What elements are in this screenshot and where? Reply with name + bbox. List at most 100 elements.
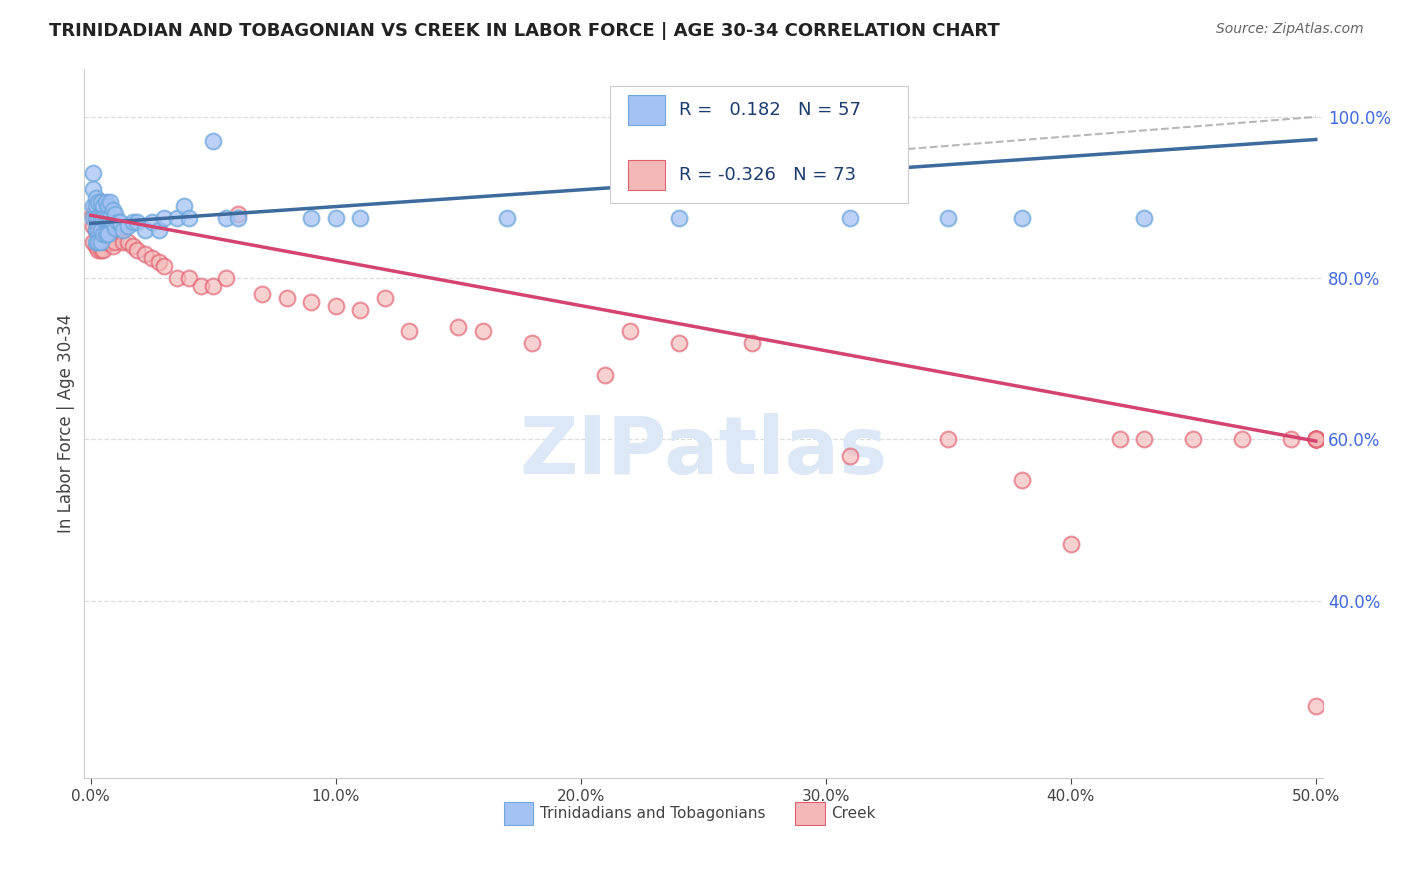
Point	[101, 215, 124, 229]
Point	[1232, 433, 1254, 447]
Point	[936, 433, 959, 447]
Point	[90, 227, 112, 241]
Point	[520, 335, 543, 350]
Point	[91, 215, 114, 229]
Point	[84, 223, 107, 237]
Point	[82, 166, 104, 180]
Point	[97, 199, 120, 213]
Point	[84, 190, 107, 204]
Point	[177, 271, 200, 285]
FancyBboxPatch shape	[627, 160, 665, 190]
Point	[1305, 433, 1327, 447]
Point	[82, 235, 104, 249]
FancyBboxPatch shape	[503, 802, 533, 825]
Point	[100, 235, 122, 249]
Point	[94, 215, 117, 229]
Text: Trinidadians and Tobagonians: Trinidadians and Tobagonians	[540, 806, 765, 822]
Point	[111, 235, 134, 249]
Point	[82, 219, 104, 233]
Text: R = -0.326   N = 73: R = -0.326 N = 73	[679, 166, 856, 184]
Point	[1133, 433, 1156, 447]
Point	[94, 194, 117, 209]
Point	[97, 227, 120, 241]
Point	[84, 199, 107, 213]
Point	[84, 223, 107, 237]
Point	[87, 223, 110, 237]
Point	[299, 295, 322, 310]
Point	[595, 368, 617, 382]
Text: TRINIDADIAN AND TOBAGONIAN VS CREEK IN LABOR FORCE | AGE 30-34 CORRELATION CHART: TRINIDADIAN AND TOBAGONIAN VS CREEK IN L…	[49, 22, 1000, 40]
Point	[121, 215, 143, 229]
Point	[104, 211, 127, 225]
Point	[104, 235, 127, 249]
Point	[134, 223, 156, 237]
FancyBboxPatch shape	[627, 95, 665, 125]
Point	[84, 207, 107, 221]
Text: R =   0.182   N = 57: R = 0.182 N = 57	[679, 101, 860, 119]
Point	[141, 251, 163, 265]
Point	[1305, 433, 1327, 447]
Point	[87, 243, 110, 257]
Point	[226, 207, 249, 221]
Point	[91, 211, 114, 225]
Point	[127, 215, 149, 229]
Point	[101, 202, 124, 217]
Point	[1011, 473, 1033, 487]
Point	[110, 223, 132, 237]
Point	[166, 211, 188, 225]
Point	[90, 223, 112, 237]
Point	[121, 239, 143, 253]
Point	[90, 215, 112, 229]
Point	[91, 199, 114, 213]
Point	[87, 211, 110, 225]
Point	[90, 211, 112, 225]
Y-axis label: In Labor Force | Age 30-34: In Labor Force | Age 30-34	[58, 314, 75, 533]
Point	[1305, 433, 1327, 447]
Point	[104, 221, 127, 235]
Point	[104, 207, 127, 221]
Point	[349, 303, 371, 318]
Point	[82, 182, 104, 196]
Point	[97, 215, 120, 229]
Point	[148, 255, 170, 269]
Point	[252, 287, 274, 301]
Point	[117, 235, 139, 249]
Point	[141, 215, 163, 229]
Point	[447, 319, 470, 334]
Point	[87, 211, 110, 225]
Point	[91, 227, 114, 241]
Point	[166, 271, 188, 285]
Point	[325, 211, 347, 225]
Point	[839, 211, 862, 225]
Text: Creek: Creek	[831, 806, 876, 822]
Point	[741, 335, 763, 350]
Point	[177, 211, 200, 225]
Point	[668, 335, 690, 350]
Point	[1305, 433, 1327, 447]
FancyBboxPatch shape	[610, 87, 908, 203]
Text: ZIPatlas: ZIPatlas	[519, 413, 887, 491]
Point	[668, 211, 690, 225]
Text: Source: ZipAtlas.com: Source: ZipAtlas.com	[1216, 22, 1364, 37]
Point	[1305, 433, 1327, 447]
Point	[936, 211, 959, 225]
Point	[84, 235, 107, 249]
Point	[1305, 433, 1327, 447]
Point	[214, 271, 236, 285]
Point	[100, 194, 122, 209]
Point	[299, 211, 322, 225]
Point	[1305, 433, 1327, 447]
Point	[107, 223, 129, 237]
Point	[1279, 433, 1302, 447]
Point	[94, 211, 117, 225]
Point	[471, 324, 494, 338]
Point	[496, 211, 519, 225]
Point	[91, 243, 114, 257]
Point	[94, 227, 117, 241]
Point	[214, 211, 236, 225]
Point	[107, 215, 129, 229]
Point	[94, 235, 117, 249]
Point	[90, 243, 112, 257]
Point	[190, 279, 212, 293]
Point	[226, 211, 249, 225]
